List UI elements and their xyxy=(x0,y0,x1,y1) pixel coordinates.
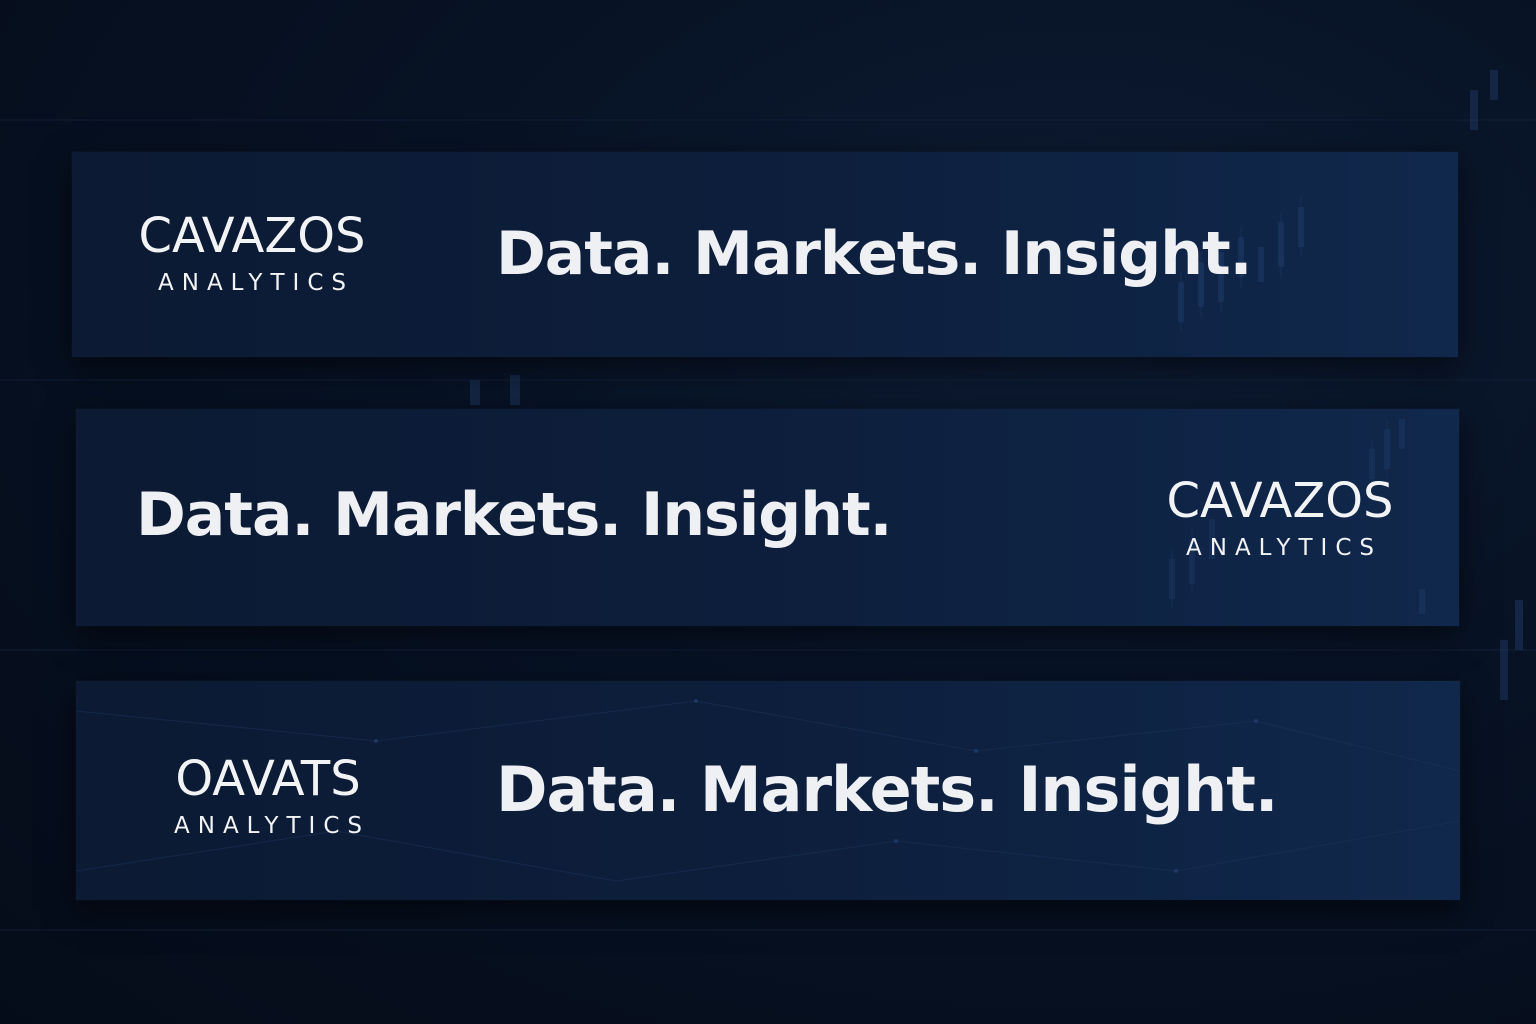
cavazos-analytics-logo: CAVAZOS ANALYTICS xyxy=(1140,477,1420,560)
logo-name: OAVATS xyxy=(175,751,361,807)
oavats-analytics-logo: OAVATS ANALYTICS xyxy=(148,755,388,838)
cavazos-analytics-logo: CAVAZOS ANALYTICS xyxy=(112,212,392,295)
logo-subtitle: ANALYTICS xyxy=(174,813,370,839)
logo-name: CAVAZOS xyxy=(1166,473,1394,529)
banner-logo-left: CAVAZOS ANALYTICS Data. Markets. Insight… xyxy=(72,152,1458,357)
logo-subtitle: ANALYTICS xyxy=(158,270,354,296)
banner-logo-right: Data. Markets. Insight. CAVAZOS ANALYTIC… xyxy=(76,409,1459,626)
logo-name: CAVAZOS xyxy=(138,208,366,264)
tagline: Data. Markets. Insight. xyxy=(136,480,892,550)
banner-logo-left-alt: OAVATS ANALYTICS Data. Markets. Insight. xyxy=(76,681,1460,900)
tagline: Data. Markets. Insight. xyxy=(496,753,1278,826)
tagline: Data. Markets. Insight. xyxy=(496,219,1252,289)
logo-subtitle: ANALYTICS xyxy=(1186,535,1382,561)
